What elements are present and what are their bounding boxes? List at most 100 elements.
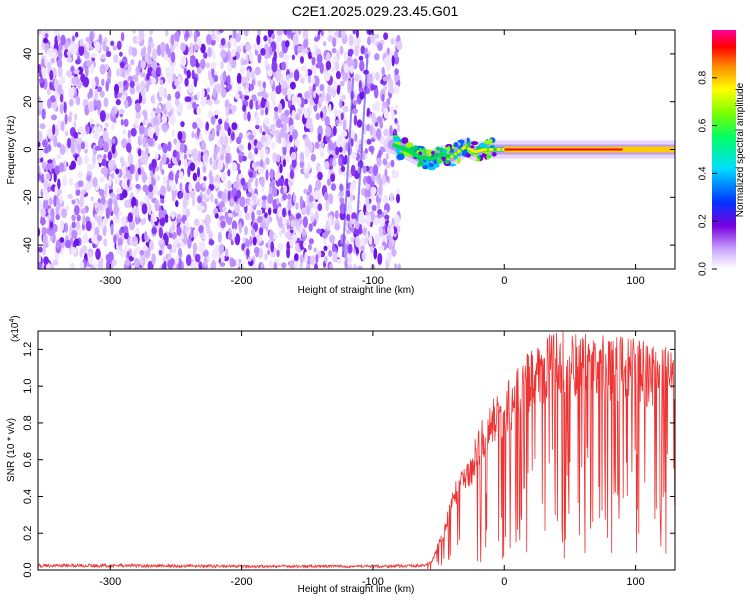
- noise-speck: [188, 182, 193, 193]
- noise-speck: [195, 181, 201, 193]
- noise-speck: [127, 212, 133, 223]
- noise-speck: [38, 227, 41, 237]
- track-blob: [425, 160, 430, 165]
- noise-speck: [331, 48, 337, 54]
- noise-speck: [330, 173, 336, 183]
- noise-speck: [272, 152, 278, 164]
- noise-speck: [148, 203, 152, 216]
- noise-speck: [138, 59, 142, 72]
- track-hot-spot: [477, 149, 481, 153]
- noise-speck: [303, 188, 309, 194]
- noise-speck: [281, 262, 287, 269]
- noise-speck: [41, 58, 46, 67]
- noise-speck: [110, 172, 115, 180]
- noise-speck: [381, 174, 387, 186]
- noise-speck: [350, 164, 356, 177]
- noise-speck: [328, 249, 333, 258]
- noise-speck: [125, 170, 131, 179]
- noise-speck: [232, 30, 237, 40]
- noise-speck: [264, 126, 270, 135]
- noise-speck: [141, 97, 146, 105]
- noise-speck: [140, 47, 146, 59]
- noise-speck: [217, 231, 222, 243]
- noise-speck: [99, 176, 104, 183]
- noise-speck: [161, 114, 168, 124]
- noise-speck: [226, 83, 232, 91]
- noise-speck: [189, 162, 196, 172]
- noise-speck: [371, 112, 376, 124]
- noise-speck: [204, 214, 212, 226]
- noise-speck: [273, 261, 278, 269]
- noise-speck: [327, 85, 332, 95]
- noise-speck: [339, 202, 346, 215]
- noise-speck: [70, 246, 77, 255]
- noise-speck: [133, 75, 139, 83]
- noise-speck: [175, 200, 179, 208]
- noise-speck: [271, 60, 278, 73]
- noise-speck: [73, 121, 77, 129]
- noise-speck: [117, 81, 123, 89]
- noise-speck: [261, 195, 267, 201]
- noise-speck: [43, 242, 49, 248]
- noise-speck: [291, 109, 296, 120]
- noise-speck: [351, 212, 357, 221]
- noise-speck: [160, 185, 167, 196]
- noise-speck: [276, 154, 281, 163]
- spectrogram-y-tick-label: 0: [22, 146, 34, 152]
- noise-speck: [56, 34, 61, 42]
- noise-speck: [355, 30, 359, 39]
- noise-speck: [317, 203, 323, 212]
- noise-speck: [251, 94, 257, 102]
- noise-speck: [103, 97, 109, 108]
- noise-speck: [172, 231, 177, 240]
- noise-speck: [384, 214, 390, 220]
- noise-speck: [116, 248, 121, 255]
- noise-speck: [325, 199, 329, 212]
- noise-speck: [38, 197, 41, 205]
- noise-speck: [103, 166, 107, 178]
- noise-speck: [41, 108, 46, 120]
- noise-speck: [244, 197, 251, 205]
- noise-speck: [205, 62, 211, 69]
- noise-speck: [316, 228, 322, 234]
- noise-speck: [256, 34, 261, 46]
- noise-speck: [254, 147, 259, 155]
- noise-speck: [325, 125, 332, 137]
- noise-speck: [397, 263, 401, 269]
- noise-speck: [213, 74, 219, 83]
- noise-speck: [252, 43, 256, 49]
- noise-speck: [263, 117, 270, 126]
- noise-speck: [199, 131, 203, 143]
- noise-speck: [84, 154, 89, 165]
- noise-speck: [247, 178, 251, 190]
- noise-speck: [192, 242, 198, 253]
- noise-speck: [248, 152, 253, 160]
- noise-speck: [140, 88, 146, 97]
- noise-speck: [291, 54, 296, 61]
- noise-speck: [316, 162, 320, 174]
- noise-speck: [279, 163, 283, 174]
- noise-speck: [218, 243, 224, 254]
- noise-speck: [275, 75, 282, 82]
- noise-speck: [164, 213, 169, 223]
- noise-speck: [248, 134, 255, 140]
- noise-speck: [303, 37, 309, 49]
- noise-speck: [54, 91, 59, 100]
- noise-speck: [380, 79, 384, 85]
- noise-speck: [310, 153, 316, 162]
- noise-speck: [43, 256, 49, 265]
- page-title: C2E1.2025.029.23.45.G01: [292, 3, 459, 19]
- noise-speck: [127, 129, 131, 140]
- noise-speck: [227, 169, 231, 177]
- noise-speck: [231, 187, 238, 198]
- svg-text:(x104): (x104): [9, 315, 21, 342]
- noise-speck: [48, 162, 54, 170]
- noise-speck: [126, 250, 130, 259]
- noise-speck: [260, 176, 265, 187]
- noise-speck: [338, 190, 344, 197]
- noise-speck: [282, 207, 286, 218]
- track-blob: [470, 145, 475, 149]
- noise-speck: [308, 51, 313, 60]
- noise-speck: [115, 99, 121, 106]
- noise-speck: [206, 188, 211, 195]
